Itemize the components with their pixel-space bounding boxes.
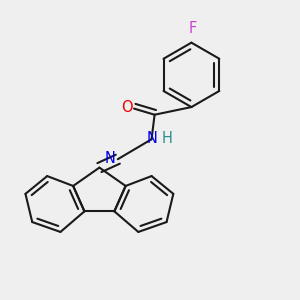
Text: N: N [147,131,158,146]
Text: F: F [189,21,197,36]
Text: H: H [162,131,173,146]
Text: N: N [105,151,116,166]
Text: O: O [122,100,133,115]
